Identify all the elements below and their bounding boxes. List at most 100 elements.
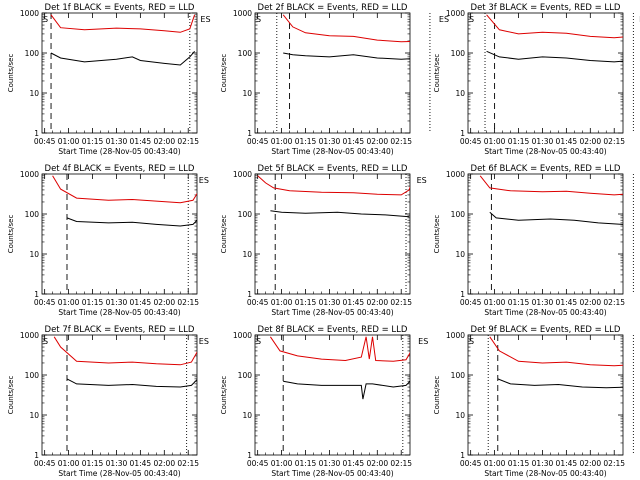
y-tick-label: 1000: [233, 9, 252, 18]
x-axis-label: Start Time (28-Nov-05 00:43:40): [271, 308, 393, 317]
y-tick-label: 100: [25, 49, 40, 58]
x-axis-label: Start Time (28-Nov-05 00:43:40): [58, 469, 180, 478]
x-tick-label: 00:45: [460, 137, 482, 146]
panel-det-9: Det 9f BLACK = Events, RED = LLD 1 10 100 10…: [433, 325, 634, 478]
y-tick-label: 10: [29, 250, 39, 259]
y-axis-label: Counts/sec: [433, 215, 441, 254]
panel-title: Det 5f BLACK = Events, RED = LLD: [258, 164, 408, 174]
y-tick-label: 1000: [20, 9, 39, 18]
x-tick-label: 01:15: [82, 298, 104, 307]
series-line-events: [270, 210, 410, 218]
x-tick-label: 01:00: [484, 137, 506, 146]
saa-end-marker: ES: [439, 15, 449, 24]
x-tick-label: 02:00: [366, 459, 388, 468]
plot-frame: [41, 12, 198, 134]
panel-det-2: Det 2f BLACK = Events, RED = LLD 1 10 100 10…: [220, 3, 449, 156]
y-tick-label: 1: [247, 129, 252, 138]
x-tick-label: 01:30: [106, 459, 128, 468]
series-line-events: [486, 50, 623, 63]
x-axis-label: Start Time (28-Nov-05 00:43:40): [271, 147, 393, 156]
x-tick-label: 00:45: [247, 137, 269, 146]
plot-frame: [467, 334, 624, 456]
x-tick-label: 01:30: [532, 298, 554, 307]
x-tick-label: 01:15: [508, 459, 530, 468]
x-tick-label: 00:45: [247, 459, 269, 468]
y-tick-label: 1000: [233, 170, 252, 179]
y-tick-label: 1000: [446, 9, 465, 18]
y-axis-label: Counts/sec: [220, 376, 228, 415]
y-tick-label: 100: [25, 371, 40, 380]
x-tick-label: 01:30: [319, 137, 341, 146]
y-tick-label: 1: [460, 451, 465, 460]
y-axis-label: Counts/sec: [7, 54, 15, 93]
panel-det-5: Det 5f BLACK = Events, RED = LLD 1 10 100 10…: [220, 164, 427, 317]
x-tick-label: 02:15: [603, 137, 625, 146]
x-tick-label: 01:15: [82, 459, 104, 468]
x-tick-label: 01:45: [556, 298, 578, 307]
y-axis-label: Counts/sec: [7, 376, 15, 415]
x-tick-label: 01:00: [58, 137, 80, 146]
y-tick-label: 100: [451, 210, 466, 219]
x-tick-label: 01:15: [508, 137, 530, 146]
x-tick-label: 01:00: [58, 459, 80, 468]
panel-title: Det 6f BLACK = Events, RED = LLD: [471, 164, 621, 174]
x-tick-label: 02:00: [153, 298, 175, 307]
x-axis-label: Start Time (28-Nov-05 00:43:40): [271, 469, 393, 478]
panel-det-4: Det 4f BLACK = Events, RED = LLD 1 10 100 10…: [7, 164, 209, 317]
x-tick-label: 01:00: [484, 459, 506, 468]
x-tick-label: 01:45: [343, 459, 365, 468]
y-tick-label: 10: [29, 411, 39, 420]
saa-end-marker: ES: [418, 337, 428, 346]
series-line-lld: [53, 336, 197, 366]
x-tick-label: 02:00: [366, 137, 388, 146]
panel-title: Det 7f BLACK = Events, RED = LLD: [45, 325, 195, 335]
x-tick-label: 01:30: [319, 459, 341, 468]
panel-title: Det 1f BLACK = Events, RED = LLD: [45, 3, 195, 13]
x-tick-label: 02:15: [177, 137, 199, 146]
x-tick-label: 01:30: [532, 137, 554, 146]
saa-start-marker: S: [256, 337, 261, 346]
y-tick-label: 1: [34, 451, 39, 460]
panel-det-3: Det 3f BLACK = Events, RED = LLD 1 10 100 10…: [433, 3, 640, 156]
y-tick-label: 100: [238, 371, 253, 380]
y-tick-label: 1000: [446, 170, 465, 179]
panel-title: Det 8f BLACK = Events, RED = LLD: [258, 325, 408, 335]
x-tick-label: 00:45: [247, 298, 269, 307]
y-tick-label: 1: [247, 290, 252, 299]
x-tick-label: 01:15: [295, 298, 317, 307]
x-tick-label: 02:00: [579, 298, 601, 307]
series-line-lld: [282, 14, 410, 43]
x-tick-label: 01:00: [271, 298, 293, 307]
x-axis-label: Start Time (28-Nov-05 00:43:40): [484, 308, 606, 317]
x-tick-label: 01:30: [106, 298, 128, 307]
y-tick-label: 100: [451, 371, 466, 380]
series-line-lld: [52, 175, 197, 204]
series-line-events: [66, 217, 197, 227]
plot-frame: [254, 12, 411, 134]
panel-title: Det 9f BLACK = Events, RED = LLD: [471, 325, 621, 335]
x-tick-label: 02:00: [579, 459, 601, 468]
x-tick-label: 00:45: [34, 459, 56, 468]
x-axis-label: Start Time (28-Nov-05 00:43:40): [58, 147, 180, 156]
plot-frame: [41, 334, 198, 456]
x-tick-label: 02:15: [390, 137, 412, 146]
y-tick-label: 1: [247, 451, 252, 460]
panel-title: Det 2f BLACK = Events, RED = LLD: [258, 3, 408, 13]
x-tick-label: 02:15: [390, 298, 412, 307]
y-tick-label: 10: [455, 411, 465, 420]
x-tick-label: 01:45: [343, 137, 365, 146]
y-tick-label: 10: [242, 250, 252, 259]
x-tick-label: 00:45: [34, 298, 56, 307]
y-tick-label: 10: [242, 89, 252, 98]
y-tick-label: 1000: [20, 170, 39, 179]
series-line-lld: [257, 175, 410, 196]
x-tick-label: 01:00: [58, 298, 80, 307]
series-line-lld: [50, 14, 196, 33]
x-tick-label: 01:30: [532, 459, 554, 468]
x-axis-label: Start Time (28-Nov-05 00:43:40): [58, 308, 180, 317]
y-tick-label: 1: [34, 129, 39, 138]
panel-title: Det 4f BLACK = Events, RED = LLD: [45, 164, 195, 174]
series-line-lld: [269, 336, 410, 362]
plot-frame: [254, 334, 411, 456]
